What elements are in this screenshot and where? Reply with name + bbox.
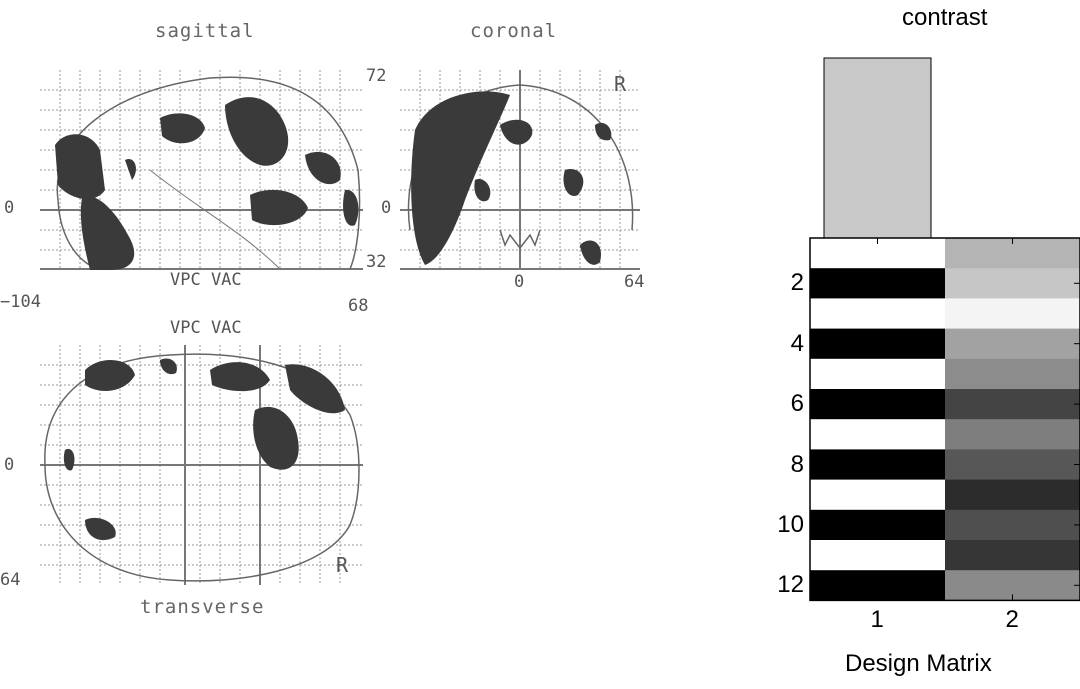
matrix-cell-r6-c1 bbox=[810, 389, 945, 420]
matrix-cell-r10-c2 bbox=[945, 509, 1080, 541]
design-matrix-chart bbox=[809, 57, 1080, 602]
transverse-top-caption: VPC VAC bbox=[170, 318, 242, 338]
row-tick-label: 6 bbox=[790, 390, 804, 418]
sagittal-tick-bottom-right: 32 bbox=[366, 252, 387, 272]
sagittal-x-min: −104 bbox=[0, 292, 41, 312]
contrast-label: contrast bbox=[902, 4, 988, 31]
row-tick-label: 4 bbox=[790, 329, 804, 357]
transverse-title: transverse bbox=[140, 596, 265, 618]
matrix-cell-r2-c2 bbox=[945, 268, 1080, 299]
coronal-view bbox=[400, 70, 640, 270]
coronal-title: coronal bbox=[470, 20, 558, 42]
sagittal-tick-top-right: 72 bbox=[366, 66, 387, 86]
col-tick-label: 2 bbox=[1005, 606, 1019, 634]
matrix-cell-r11-c2 bbox=[945, 540, 1080, 571]
design-matrix-frame bbox=[809, 237, 1080, 602]
matrix-cell-r4-c1 bbox=[810, 328, 945, 360]
transverse-tick-bottom-left: 64 bbox=[0, 570, 21, 590]
matrix-cell-r6-c2 bbox=[945, 389, 1080, 420]
matrix-cell-r5-c2 bbox=[945, 358, 1080, 390]
row-tick-label: 10 bbox=[777, 510, 804, 538]
coronal-tick-bottom: 0 bbox=[514, 272, 525, 292]
matrix-cell-r7-c1 bbox=[810, 419, 945, 450]
matrix-cell-r9-c1 bbox=[810, 479, 945, 511]
matrix-cell-r3-c2 bbox=[945, 298, 1080, 330]
matrix-cell-r3-c1 bbox=[810, 298, 945, 330]
matrix-cell-r5-c1 bbox=[810, 358, 945, 390]
matrix-cell-r9-c2 bbox=[945, 479, 1080, 511]
design-matrix-title: Design Matrix bbox=[845, 650, 992, 677]
matrix-cell-r4-c2 bbox=[945, 328, 1080, 360]
matrix-cell-r7-c2 bbox=[945, 419, 1080, 450]
sagittal-tick-left: 0 bbox=[4, 198, 15, 218]
sagittal-x-max: 68 bbox=[348, 296, 369, 316]
row-tick-label: 8 bbox=[790, 450, 804, 478]
sagittal-title: sagittal bbox=[155, 20, 255, 42]
sagittal-view bbox=[40, 70, 363, 270]
row-tick-label: 12 bbox=[777, 571, 804, 599]
sagittal-bottom-caption: VPC VAC bbox=[170, 270, 242, 290]
matrix-cell-r10-c1 bbox=[810, 509, 945, 541]
matrix-cell-r8-c2 bbox=[945, 449, 1080, 481]
matrix-cell-r8-c1 bbox=[810, 449, 945, 481]
coronal-tick-right: 64 bbox=[624, 272, 645, 292]
row-tick-label: 2 bbox=[790, 269, 804, 297]
coronal-tick-left: 0 bbox=[381, 198, 392, 218]
transverse-view bbox=[40, 345, 363, 585]
transverse-tick-left: 0 bbox=[4, 455, 15, 475]
col-tick-label: 1 bbox=[870, 606, 884, 634]
matrix-cell-r2-c1 bbox=[810, 268, 945, 299]
transverse-right-marker: R bbox=[336, 553, 349, 577]
contrast-bar-1 bbox=[823, 57, 932, 239]
matrix-cell-r11-c1 bbox=[810, 540, 945, 571]
coronal-right-marker: R bbox=[614, 72, 627, 96]
